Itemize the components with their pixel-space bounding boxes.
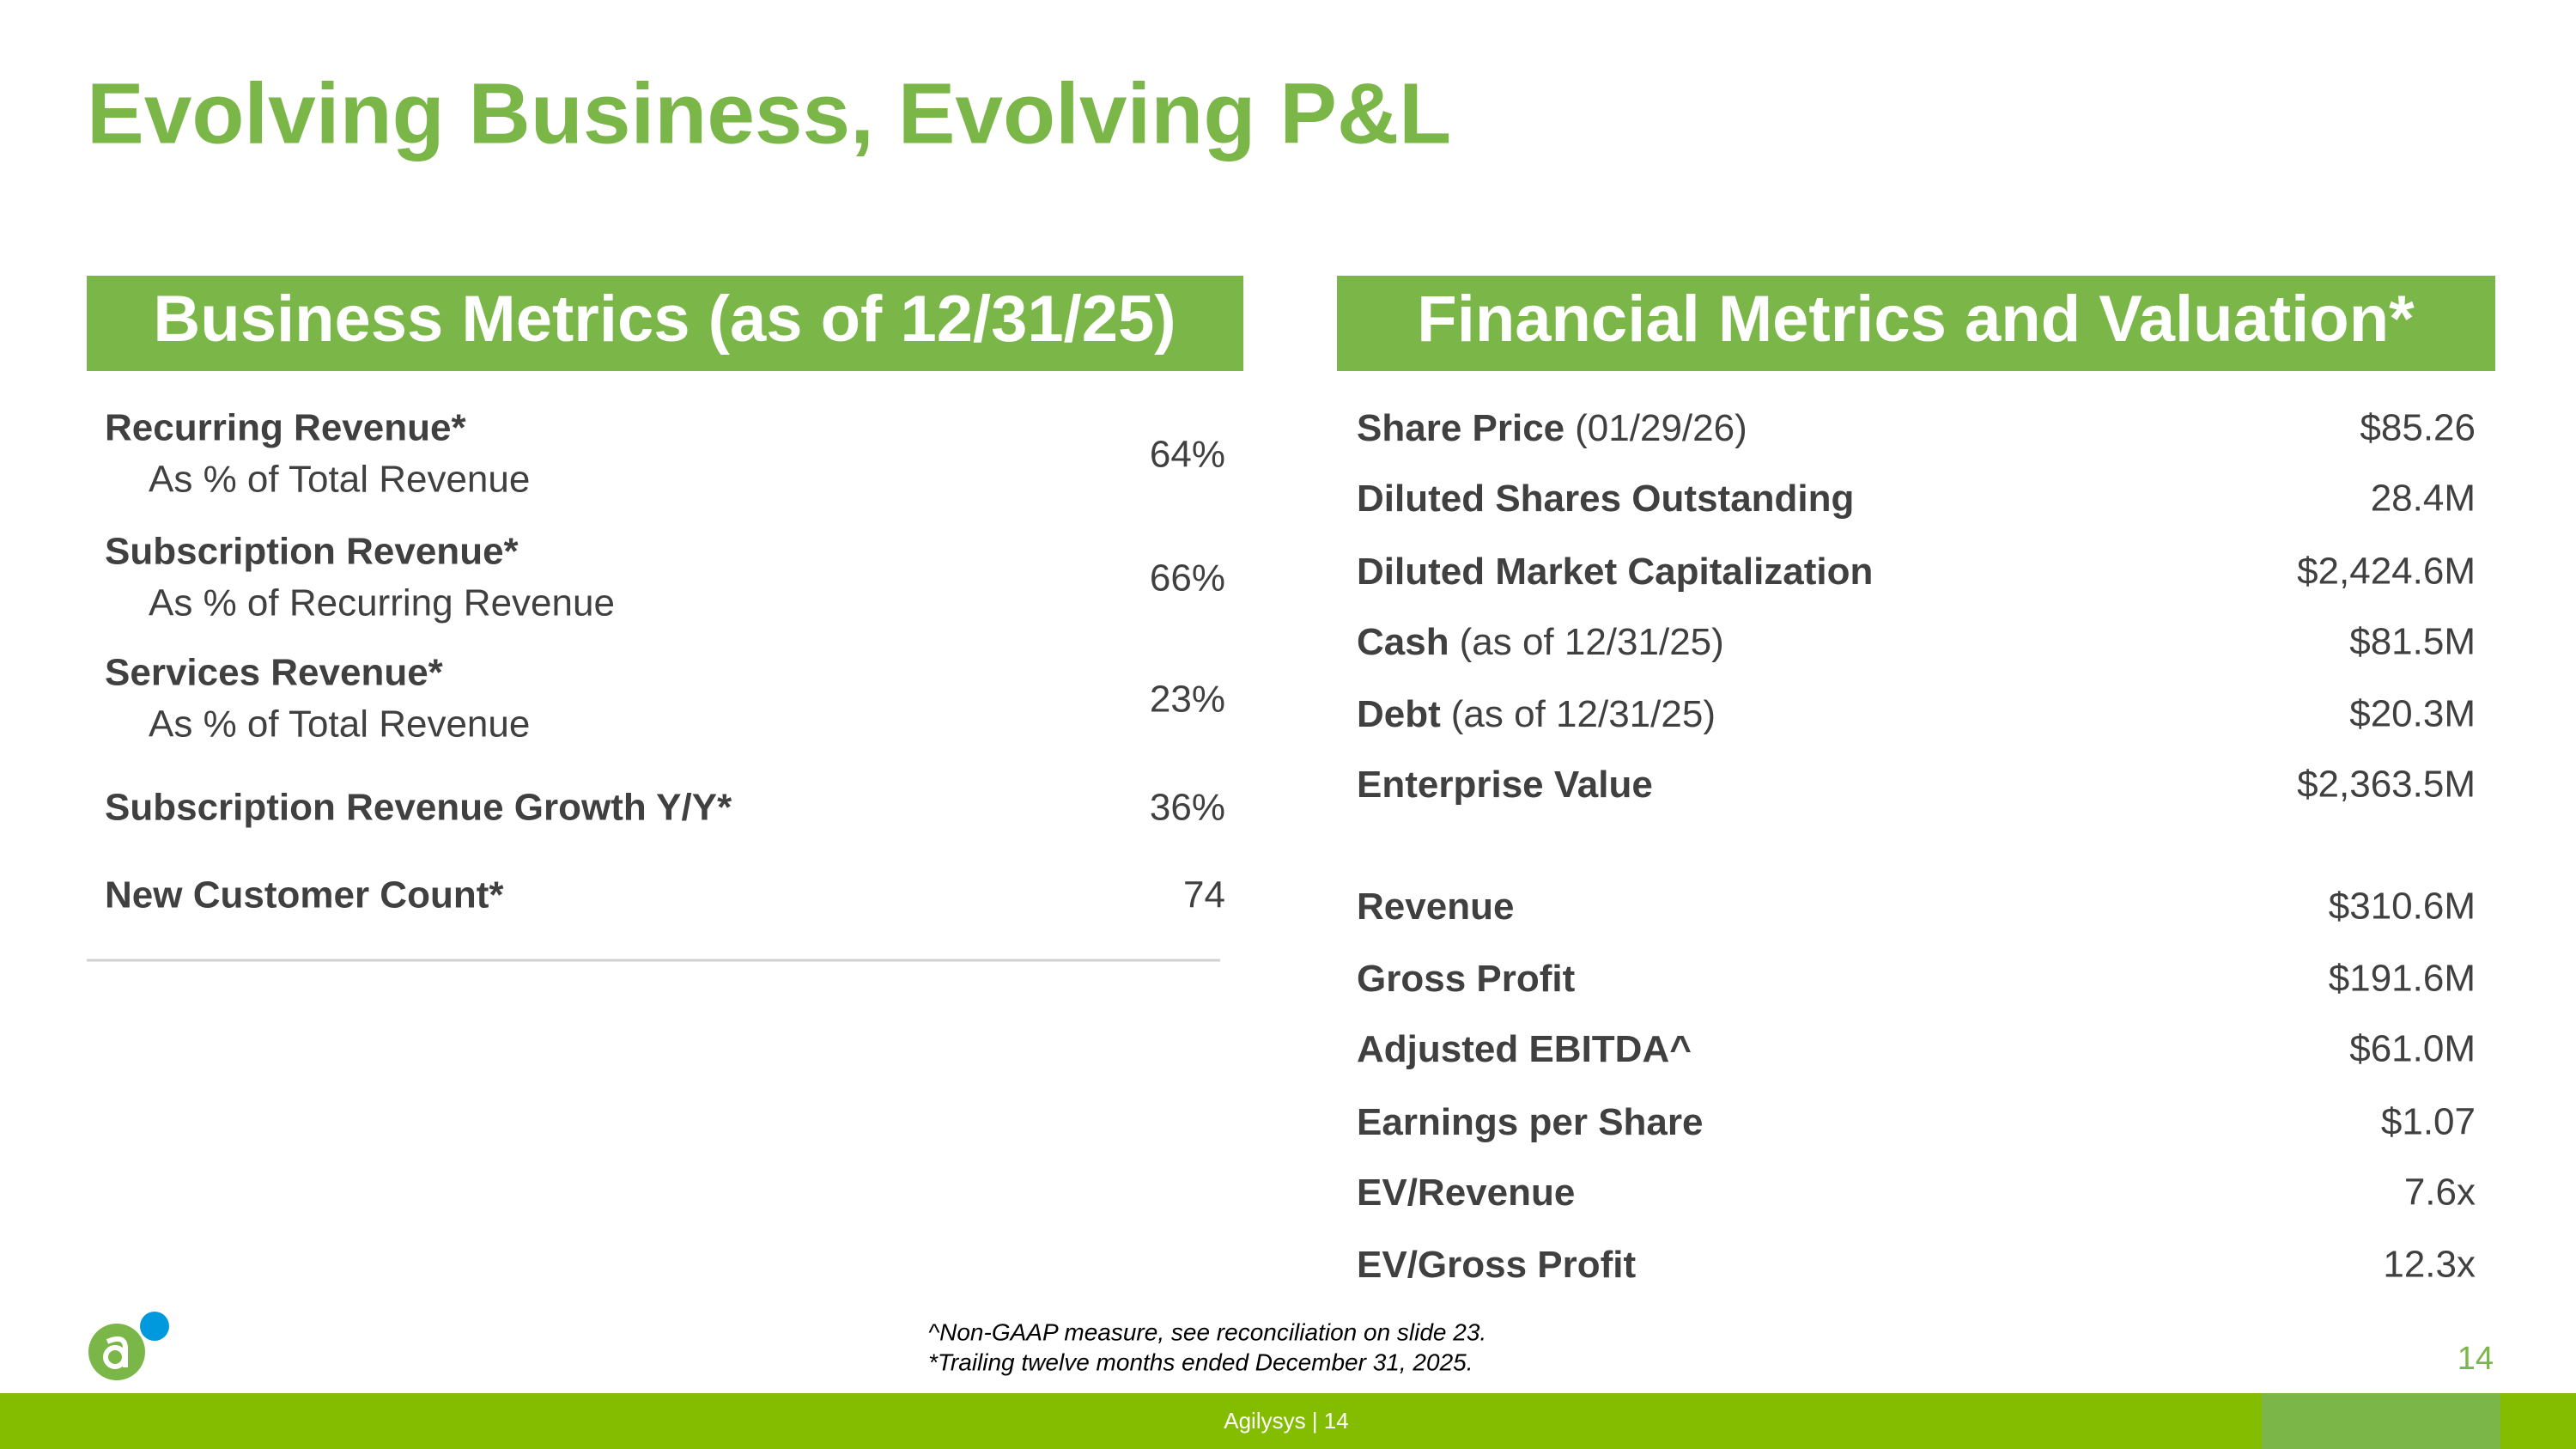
financial-value: $310.6M (2329, 886, 2476, 928)
financial-value: $85.26 (2360, 407, 2476, 449)
financial-label: Diluted Market Capitalization (1357, 551, 1873, 593)
financial-row-label: EV/Revenue (1357, 1172, 1575, 1214)
financial-row-label: Debt (as of 12/31/25) (1357, 693, 1716, 735)
metric-label: Subscription Revenue* (105, 531, 519, 573)
metric-value: 23% (1150, 679, 1225, 721)
financial-row-label: Enterprise Value (1357, 764, 1653, 806)
financial-row-label: Cash (as of 12/31/25) (1357, 621, 1724, 663)
metric-label: Subscription Revenue Growth Y/Y* (105, 787, 732, 829)
financial-value: $2,363.5M (2297, 764, 2476, 806)
slide-title: Evolving Business, Evolving P&L (87, 65, 1451, 161)
right-header: Financial Metrics and Valuation* (1417, 283, 2415, 356)
financial-note: (01/29/26) (1575, 407, 1747, 449)
metric-label: Recurring Revenue* (105, 407, 466, 449)
financial-row-label: Diluted Market Capitalization (1357, 551, 1873, 593)
financial-row-label: Earnings per Share (1357, 1101, 1703, 1143)
financial-value: 28.4M (2371, 478, 2476, 520)
financial-label: Cash (1357, 621, 1449, 663)
logo (88, 1312, 169, 1380)
financial-row-label: Gross Profit (1357, 958, 1576, 1000)
financial-label: Share Price (1357, 407, 1564, 449)
financial-value: $61.0M (2349, 1028, 2476, 1070)
financial-row-label: Diluted Shares Outstanding (1357, 478, 1854, 520)
financial-note: (as of 12/31/25) (1451, 693, 1716, 735)
financial-value: 12.3x (2383, 1244, 2476, 1286)
financial-row-label: Share Price (01/29/26) (1357, 407, 1747, 449)
footer-accent (2262, 1393, 2500, 1449)
financial-label: Enterprise Value (1357, 764, 1653, 806)
left-header: Business Metrics (as of 12/31/25) (153, 283, 1176, 356)
metric-sublabel: As % of Total Revenue (149, 703, 530, 746)
financial-row-label: Revenue (1357, 886, 1514, 928)
left-header-box (87, 276, 1243, 371)
metric-value: 66% (1150, 557, 1225, 600)
metric-value: 36% (1150, 787, 1225, 829)
financial-row-label: EV/Gross Profit (1357, 1244, 1637, 1286)
footnote: *Trailing twelve months ended December 3… (928, 1349, 1473, 1375)
financial-value: 7.6x (2404, 1172, 2476, 1214)
financial-row-label: Adjusted EBITDA^ (1357, 1028, 1692, 1070)
page-number: 14 (2458, 1341, 2494, 1377)
metric-sublabel: As % of Total Revenue (149, 459, 530, 501)
financial-value: $81.5M (2349, 621, 2476, 663)
financial-value: $1.07 (2381, 1101, 2476, 1143)
metric-value: 64% (1150, 434, 1225, 476)
financial-label: Diluted Shares Outstanding (1357, 478, 1854, 520)
metric-sublabel: As % of Recurring Revenue (149, 582, 615, 624)
financial-value: $20.3M (2349, 693, 2476, 735)
financial-label: EV/Revenue (1357, 1172, 1575, 1214)
footer-text: Agilysys | 14 (1224, 1408, 1348, 1434)
metric-label: New Customer Count* (105, 874, 504, 916)
financial-note: (as of 12/31/25) (1460, 621, 1724, 663)
financial-label: Earnings per Share (1357, 1101, 1703, 1143)
financial-value: $191.6M (2329, 958, 2476, 1000)
financial-label: Revenue (1357, 886, 1514, 928)
financial-label: Gross Profit (1357, 958, 1576, 1000)
footnote: ^Non-GAAP measure, see reconciliation on… (928, 1318, 1486, 1345)
financial-value: $2,424.6M (2297, 551, 2476, 593)
right-header-box (1337, 276, 2495, 371)
metric-label: Services Revenue* (105, 652, 444, 694)
footer-bar (0, 1393, 2576, 1449)
financial-label: Debt (1357, 693, 1441, 735)
financial-label: EV/Gross Profit (1357, 1244, 1637, 1286)
metric-value: 74 (1183, 874, 1225, 916)
financial-label: Adjusted EBITDA^ (1357, 1028, 1692, 1070)
